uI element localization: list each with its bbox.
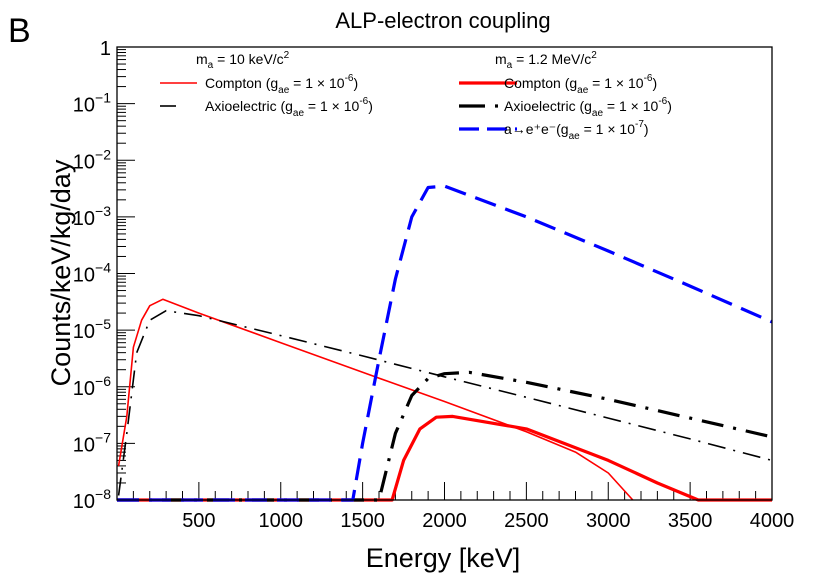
legend-text: ) [368, 98, 373, 114]
series-line-2 [117, 414, 772, 502]
legend-text: = 1 × 10 [588, 75, 643, 91]
y-tick-base: 10 [73, 491, 95, 513]
x-tick-label: 3000 [586, 510, 631, 532]
legend-exponent: -6 [359, 96, 368, 107]
y-tick-base: 10 [73, 434, 95, 456]
x-tick-label: 1000 [259, 510, 304, 532]
x-tick-label: 500 [182, 510, 215, 532]
y-tick-exponent: −4 [95, 260, 111, 276]
legend-text: = 1 × 10 [603, 98, 658, 114]
legend-group-header: ma = 10 keV/c2 [196, 50, 290, 71]
legend-exponent: -7 [635, 119, 644, 130]
legend-text: = 1 × 10 [304, 98, 359, 114]
legend-header-text: = 1.2 MeV/c [512, 51, 591, 67]
legend-text: ) [667, 98, 672, 114]
legend-label: a→e⁺e⁻(g [504, 121, 569, 137]
series-line-0 [117, 298, 634, 501]
y-tick-base: 10 [73, 378, 95, 400]
y-tick-label: 10−6 [73, 373, 111, 400]
y-tick-exponent: −1 [95, 90, 111, 106]
legend-text: ) [644, 121, 649, 137]
legend-header-text: m [196, 51, 208, 67]
legend-label: Compton (g [504, 75, 577, 91]
legend-text: = 1 × 10 [289, 75, 344, 91]
series-line-1 [117, 309, 773, 496]
legend-exponent: -6 [345, 73, 354, 84]
legend-text: = 1 × 10 [580, 121, 635, 137]
legend-entry-4: a→e⁺e⁻(gae = 1 × 10-7) [504, 119, 649, 142]
legend-sub: ae [293, 108, 305, 119]
legend-group-header: ma = 1.2 MeV/c2 [495, 50, 597, 71]
legend-entry-2: Compton (gae = 1 × 10-6) [504, 73, 657, 96]
y-axis-label: Counts/keV/kg/day [46, 159, 76, 386]
series-line-4 [117, 184, 773, 502]
x-axis-label: Energy [keV] [366, 543, 521, 573]
legend-exponent: -6 [644, 73, 653, 84]
y-tick-label: 1 [100, 38, 111, 60]
legend-header-sup: 2 [284, 50, 290, 61]
legend-sub: ae [577, 85, 589, 96]
panel-label: B [8, 12, 31, 50]
legend-header-text: m [495, 51, 507, 67]
y-tick-base: 10 [73, 208, 95, 230]
y-tick-base: 10 [73, 95, 95, 117]
legend-text: ) [353, 75, 358, 91]
legend-label: Compton (g [205, 75, 278, 91]
y-tick-base: 10 [73, 265, 95, 287]
x-tick-label: 4000 [750, 510, 795, 532]
legend-text: ) [652, 75, 657, 91]
y-tick-exponent: −2 [95, 146, 111, 162]
legend-label: Axioelectric (g [205, 98, 293, 114]
y-tick-label: 10−3 [73, 203, 111, 230]
legend-entry-3: Axioelectric (gae = 1 × 10-6) [504, 96, 672, 119]
legend-header-sub: a [208, 60, 214, 71]
y-tick-label: 10−5 [73, 316, 111, 343]
legend-header-sub: a [507, 60, 513, 71]
y-tick-base: 1 [100, 38, 111, 60]
series-line-3 [117, 370, 773, 502]
legend-entry-0: Compton (gae = 1 × 10-6) [205, 73, 358, 96]
y-tick-label: 10−1 [73, 90, 111, 117]
legend-sub: ae [569, 131, 581, 142]
y-tick-exponent: −7 [95, 429, 111, 445]
y-tick-exponent: −3 [95, 203, 111, 219]
y-tick-label: 10−8 [73, 486, 111, 513]
y-tick-base: 10 [73, 151, 95, 173]
y-tick-exponent: −5 [95, 316, 111, 332]
y-tick-exponent: −8 [95, 486, 111, 502]
chart-title: ALP-electron coupling [335, 8, 550, 33]
x-tick-label: 3500 [668, 510, 713, 532]
legend-exponent: -6 [658, 96, 667, 107]
y-tick-label: 10−7 [73, 429, 111, 456]
y-tick-label: 10−4 [73, 260, 111, 287]
legend-header-sup: 2 [591, 50, 597, 61]
legend-entry-1: Axioelectric (gae = 1 × 10-6) [205, 96, 373, 119]
y-tick-base: 10 [73, 321, 95, 343]
plot-frame [116, 46, 773, 501]
y-tick-label: 10−2 [73, 146, 111, 173]
legend-sub: ae [278, 85, 290, 96]
legend-sub: ae [592, 108, 604, 119]
legend-label: Axioelectric (g [504, 98, 592, 114]
y-tick-exponent: −6 [95, 373, 111, 389]
legend-header-text: = 10 keV/c [213, 51, 283, 67]
x-tick-label: 2000 [422, 510, 467, 532]
x-tick-label: 2500 [504, 510, 549, 532]
x-tick-label: 1500 [340, 510, 385, 532]
